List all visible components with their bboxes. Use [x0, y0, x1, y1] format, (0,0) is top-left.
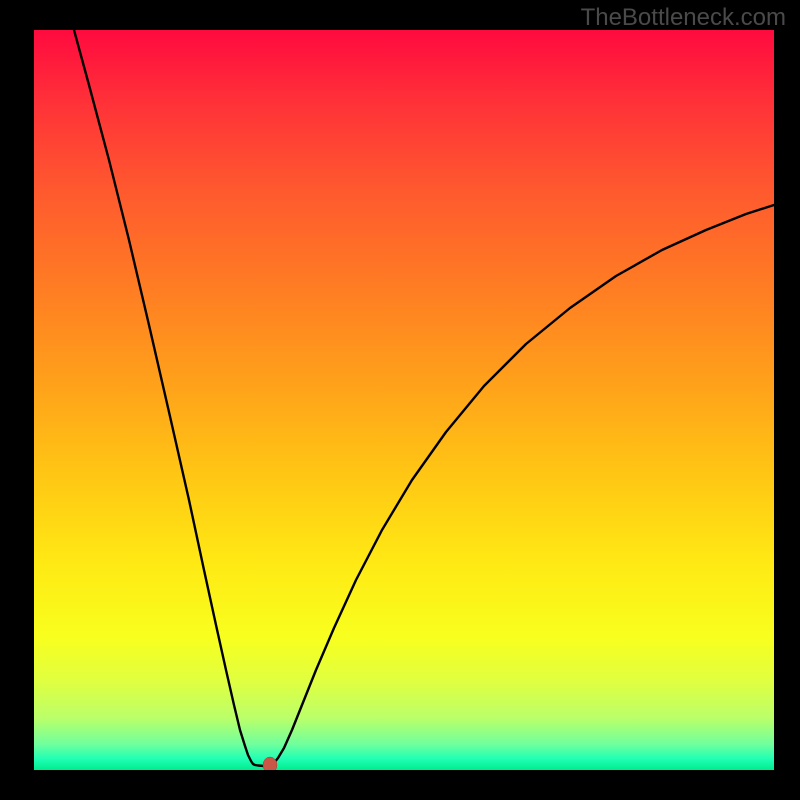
bottleneck-curve — [74, 30, 774, 766]
minimum-marker — [263, 757, 277, 770]
plot-area — [34, 30, 774, 770]
watermark-text: TheBottleneck.com — [581, 4, 786, 32]
curve-layer — [34, 30, 774, 770]
chart-canvas: TheBottleneck.com — [0, 0, 800, 800]
